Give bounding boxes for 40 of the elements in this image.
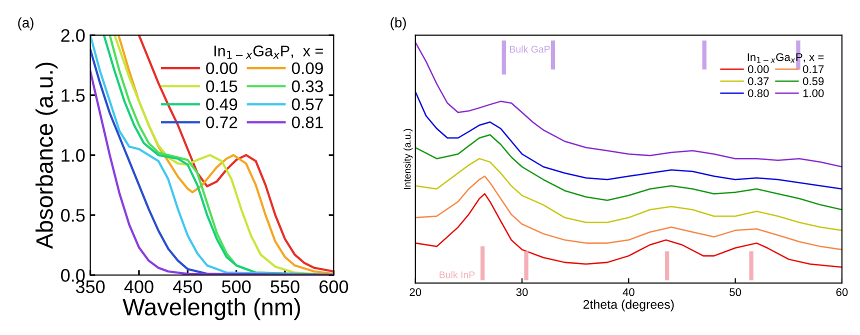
- y-tick-label: 1.0: [62, 149, 85, 162]
- legend-label: 0.37: [748, 77, 769, 86]
- x-tick-label: 400: [124, 280, 154, 294]
- legend-label: 0.00: [748, 65, 769, 74]
- ref-line-label: Bulk InP: [440, 271, 475, 278]
- y-tick-label: 0.0: [61, 268, 85, 282]
- x-tick-label: 30: [516, 288, 528, 296]
- x-tick-label: 20: [410, 288, 422, 296]
- legend-label: 0.15: [206, 80, 238, 92]
- chart-title: (a): [18, 17, 34, 30]
- x-tick-label: 350: [76, 280, 105, 294]
- chart-title: (b): [390, 17, 406, 30]
- x-tick-label: 600: [320, 280, 348, 294]
- x-tick-label: 450: [173, 280, 202, 294]
- legend-label: 0.81: [292, 116, 323, 128]
- x-tick-label: 550: [270, 280, 300, 294]
- x-tick-label: 500: [222, 280, 251, 294]
- legend-label: 0.09: [292, 62, 323, 74]
- legend-label: 0.00: [206, 62, 238, 74]
- x-tick-label: 40: [622, 288, 634, 296]
- y-tick-label: 1.5: [62, 89, 85, 102]
- y-axis-title: Intensity (a.u.): [404, 128, 413, 190]
- y-tick-label: 2.0: [61, 29, 85, 42]
- y-axis-title: Absorbance (a.u.): [36, 62, 58, 249]
- legend-title: In$_{1−x}$Ga$_{x}$P, x =: [748, 53, 824, 63]
- legend-label: 1.00: [803, 89, 824, 98]
- x-axis-title: Wavelength (nm): [122, 298, 300, 320]
- legend-label: 0.49: [206, 98, 238, 110]
- legend-label: 0.59: [802, 77, 824, 86]
- ref-line-label: Bulk GaP: [510, 46, 550, 53]
- legend-title: In$_{1−x}$Ga$_{x}$P, x =: [214, 46, 323, 59]
- x-tick-label: 50: [730, 288, 742, 296]
- x-axis-title: 2theta (degrees): [583, 300, 674, 312]
- legend-label: 0.17: [802, 65, 824, 74]
- legend-label: 0.57: [292, 98, 323, 110]
- y-tick-label: 0.5: [61, 209, 85, 222]
- x-tick-label: 60: [836, 288, 848, 296]
- legend-label: 0.72: [206, 116, 238, 128]
- legend-label: 0.33: [292, 80, 323, 92]
- legend-label: 0.80: [748, 89, 769, 98]
